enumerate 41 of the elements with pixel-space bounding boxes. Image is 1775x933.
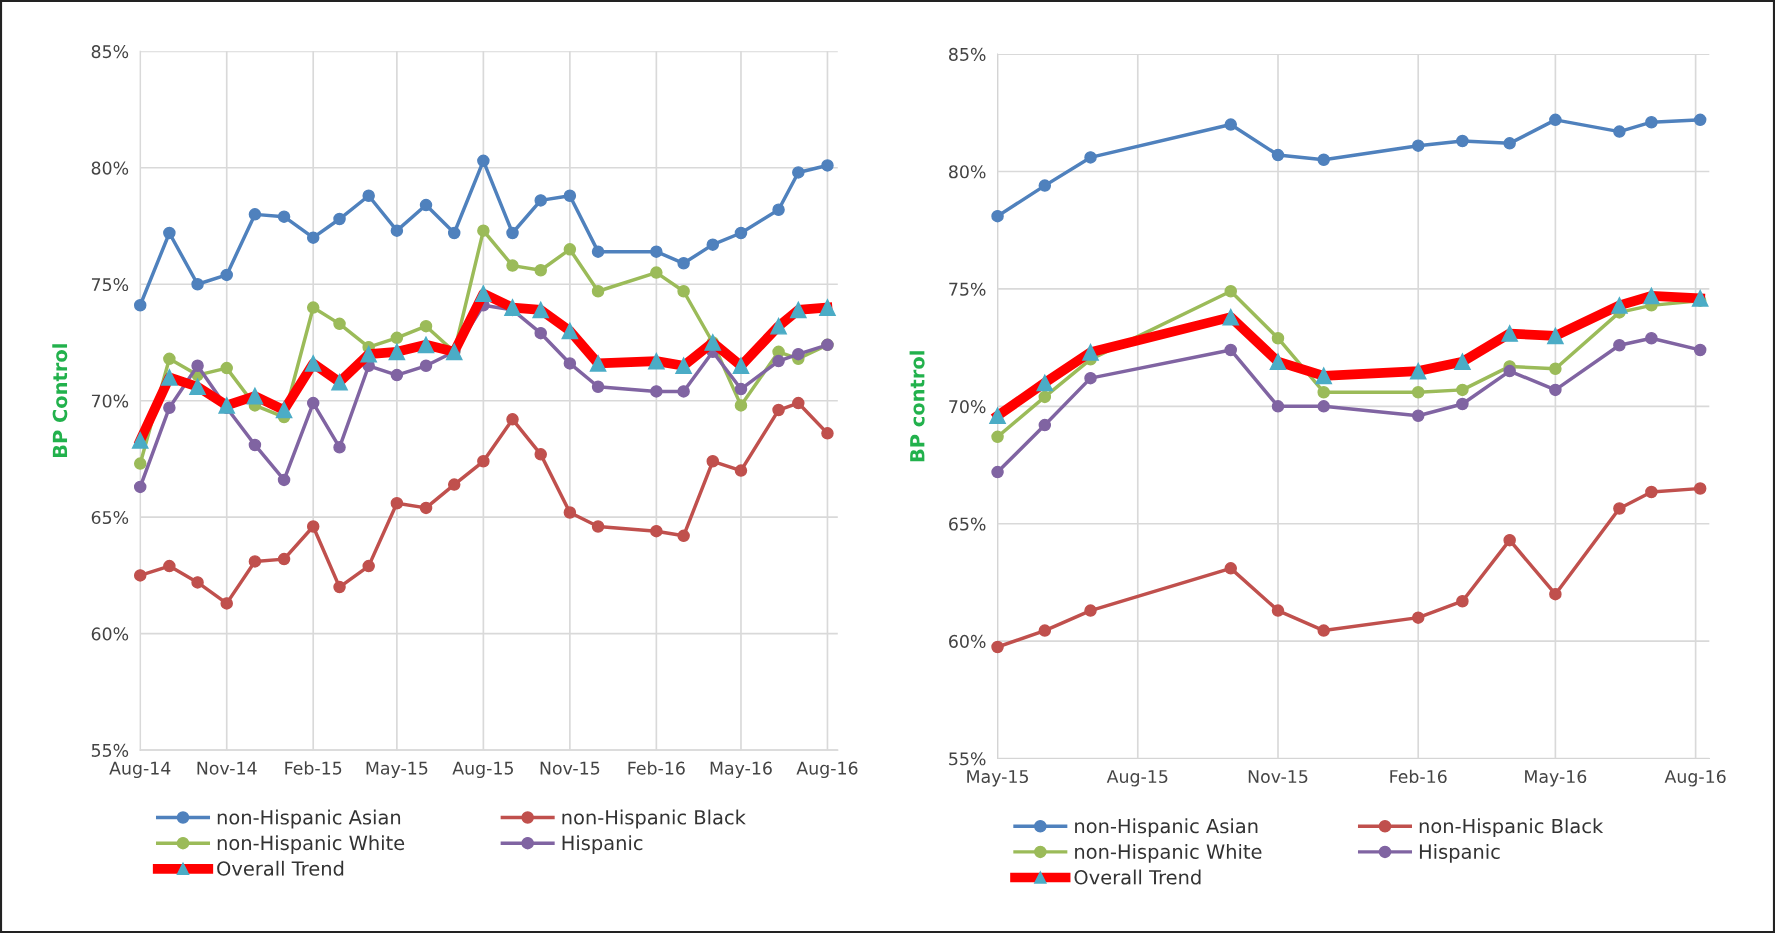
y-tick-label: 65% <box>949 517 986 531</box>
legend-label: non-Hispanic White <box>217 835 405 854</box>
x-tick-label: May-15 <box>967 770 1029 787</box>
legend-label: non-Hispanic Black <box>1419 818 1604 838</box>
y-tick-label: 75% <box>949 282 986 296</box>
x-tick-label: Aug-15 <box>452 761 513 779</box>
legend-label: Overall Trend <box>1074 869 1201 885</box>
y-tick-label: 55% <box>949 752 986 766</box>
y-tick-label: 60% <box>949 634 986 648</box>
x-tick-label: Feb-16 <box>628 761 685 775</box>
legend-label: Overall Trend <box>217 860 344 876</box>
legend-label: non-Hispanic Asian <box>1075 818 1258 838</box>
legend-label: non-Hispanic Black <box>562 809 746 829</box>
x-tick-label: Feb-16 <box>1390 769 1447 784</box>
x-tick-label: Nov-15 <box>1248 770 1308 784</box>
x-tick-label: Nov-14 <box>197 761 257 775</box>
y-tick-label: 75% <box>91 277 129 292</box>
x-tick-label: Aug-15 <box>1106 770 1168 787</box>
legend-label: non-Hispanic Asian <box>217 809 401 829</box>
y-tick-label: 70% <box>91 394 129 408</box>
legend-label: Hispanic <box>562 835 643 854</box>
y-tick-label: 85% <box>949 47 986 61</box>
x-tick-label: Feb-15 <box>285 761 342 775</box>
y-tick-label: 65% <box>91 510 129 525</box>
y-axis-title: BP control <box>909 351 925 462</box>
x-tick-label: Aug-16 <box>1664 769 1726 787</box>
y-tick-label: 80% <box>91 161 129 175</box>
x-tick-label: Aug-14 <box>109 761 171 779</box>
x-tick-label: Nov-15 <box>540 761 600 775</box>
x-tick-label: May-16 <box>1525 769 1587 787</box>
y-tick-label: 55% <box>91 743 129 757</box>
y-tick-label: 80% <box>949 165 986 179</box>
legend-label: non-Hispanic White <box>1075 843 1262 863</box>
x-tick-label: May-16 <box>710 761 772 779</box>
y-tick-label: 60% <box>91 627 129 641</box>
y-tick-label: 85% <box>91 45 129 59</box>
x-tick-label: Aug-16 <box>796 761 858 779</box>
x-tick-label: May-15 <box>366 761 428 779</box>
y-tick-label: 70% <box>949 400 986 414</box>
legend-label: Hispanic <box>1419 843 1500 863</box>
y-axis-title: BP Control <box>52 344 68 458</box>
